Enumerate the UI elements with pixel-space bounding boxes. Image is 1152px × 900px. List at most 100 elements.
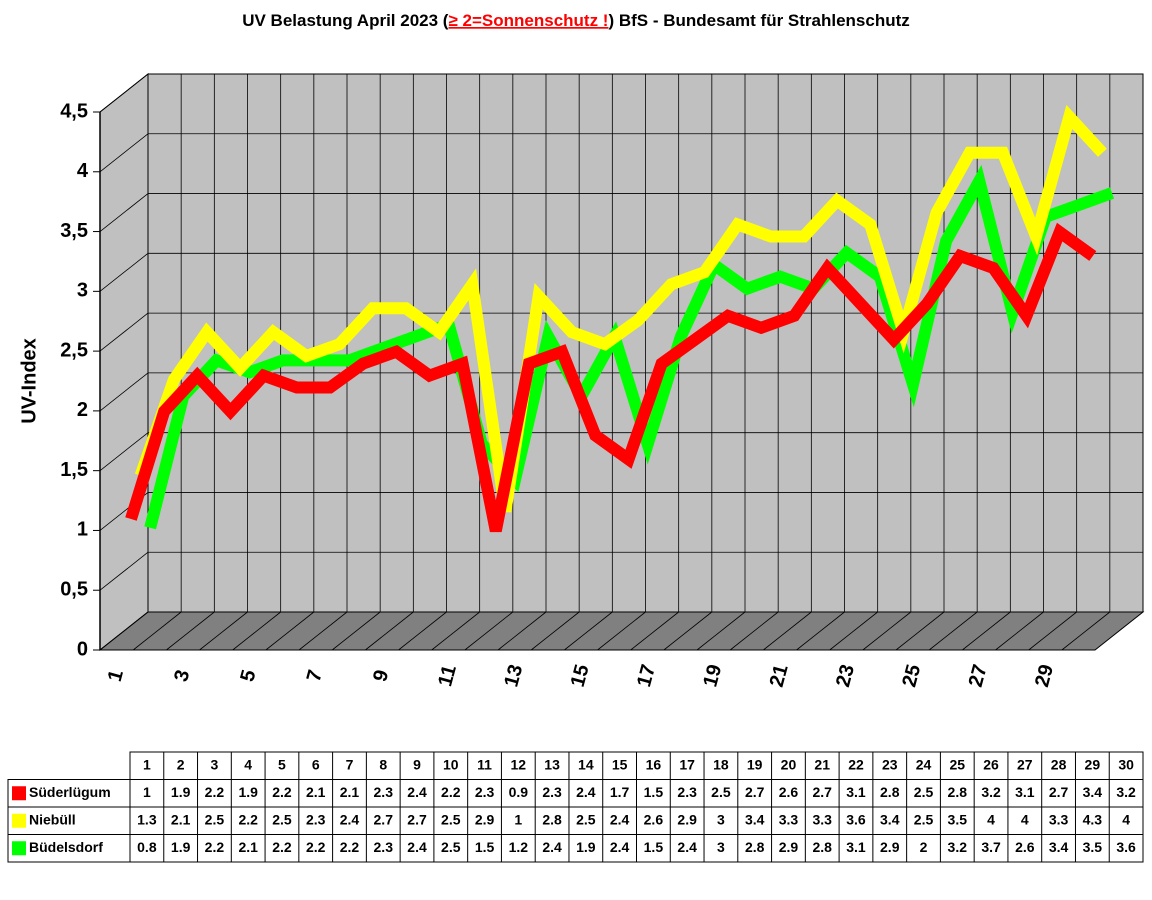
table-header: 27 [1017,756,1033,772]
table-value: 1.5 [644,784,664,800]
table-header: 28 [1051,756,1067,772]
table-header: 24 [916,756,932,772]
table-header: 29 [1085,756,1101,772]
table-value: 3.4 [1083,784,1103,800]
floor-grid-line [232,611,281,651]
grid-line [99,193,149,232]
x-tick-label: 9 [369,668,393,684]
table-value: 2.9 [880,839,900,855]
table-header: 13 [544,756,560,772]
table-value: 3.1 [846,839,866,855]
floor-grid-line [530,611,580,651]
table-value: 0.9 [509,784,529,800]
table-header: 3 [211,756,219,772]
legend-swatch [12,786,26,801]
floor-grid-line [1028,611,1077,651]
table-header: 19 [747,756,763,772]
table-value: 2.3 [475,784,495,800]
table-header: 5 [278,756,286,772]
title-part: ) BfS - Bundesamt für Strahlenschutz [608,11,909,30]
floor-grid-line [729,611,779,651]
title-part: UV Belastung April 2023 ( [242,11,449,30]
table-value: 2.4 [610,839,630,855]
table-header: 20 [781,756,797,772]
table-value: 2.2 [340,839,360,855]
x-tick-label: 15 [567,662,594,689]
table-value: 1.3 [137,811,157,827]
title-highlight: ≥ 2=Sonnenschutz ! [448,11,608,30]
floor-grid-line [331,611,381,651]
floor-grid-line [497,611,547,651]
x-tick-label: 27 [965,662,992,689]
table-value: 2.2 [238,811,258,827]
table-value: 1.9 [238,784,258,800]
table-header: 21 [814,756,830,772]
table-header: 22 [848,756,864,772]
floor-grid-line [166,611,215,651]
table-value: 1.9 [171,839,191,855]
table-value: 2.5 [441,811,461,827]
table-header: 16 [646,756,662,772]
x-tick-label: 19 [699,662,726,689]
table-value: 3.5 [948,811,968,827]
table-header: 6 [312,756,320,772]
table-value: 2.4 [407,784,427,800]
grid-line [99,611,149,651]
table-value: 2.3 [306,811,326,827]
table-value: 3.3 [779,811,799,827]
table-value: 2.7 [407,811,427,827]
table-value: 2.6 [779,784,799,800]
floor-grid-line [796,611,845,651]
table-value: 2.1 [171,811,191,827]
floor-grid-line [962,611,1011,651]
x-tick-label: 1 [104,668,128,684]
grid-line [99,432,149,471]
y-tick-label: 1,5 [60,459,88,481]
table-value: 3.4 [1049,839,1069,855]
x-tick-label: 11 [434,663,461,689]
table-value: 3.2 [948,839,968,855]
table-value: 1.5 [475,839,495,855]
floor-grid-line [597,611,646,651]
table-header: 23 [882,756,898,772]
table-value: 1.9 [576,839,596,855]
table-value: 2.4 [677,839,697,855]
y-tick-label: 4 [77,160,89,182]
table-value: 3.6 [846,811,866,827]
table-value: 2.3 [542,784,562,800]
table-value: 2.4 [407,839,427,855]
table-value: 4.3 [1083,811,1103,827]
grid-line [99,73,149,113]
x-tick-label: 5 [236,668,260,684]
table-value: 2.4 [340,811,360,827]
table-value: 2.9 [779,839,799,855]
grid-line [99,133,149,173]
y-axis-label: UV-Index [18,338,40,424]
table-header: 11 [477,756,492,772]
table-header: 7 [346,756,354,772]
side-wall [99,72,149,652]
table-value: 3.5 [1083,839,1103,855]
grid-line [99,372,149,412]
table-value: 4 [1122,811,1130,827]
table-value: 3 [717,839,725,855]
table-value: 2.5 [914,784,934,800]
x-tick-label: 25 [898,662,925,689]
grid-line [99,253,149,292]
legend-label: Süderlügum [29,784,111,800]
y-tick-label: 4,5 [60,100,88,122]
floor-grid-line [630,611,679,651]
floor-grid-line [199,611,248,651]
table-value: 2.8 [880,784,900,800]
table-value: 2.4 [576,784,596,800]
table-header: 18 [713,756,729,772]
table-value: 1.7 [610,784,630,800]
table-value: 3.2 [981,784,1001,800]
table-value: 2.2 [306,839,326,855]
floor-grid-line [365,611,414,651]
table-value: 2.3 [374,839,394,855]
table-header: 9 [413,756,421,772]
table-value: 3.1 [846,784,866,800]
legend-swatch [12,841,26,856]
x-tick-label: 23 [832,662,859,689]
